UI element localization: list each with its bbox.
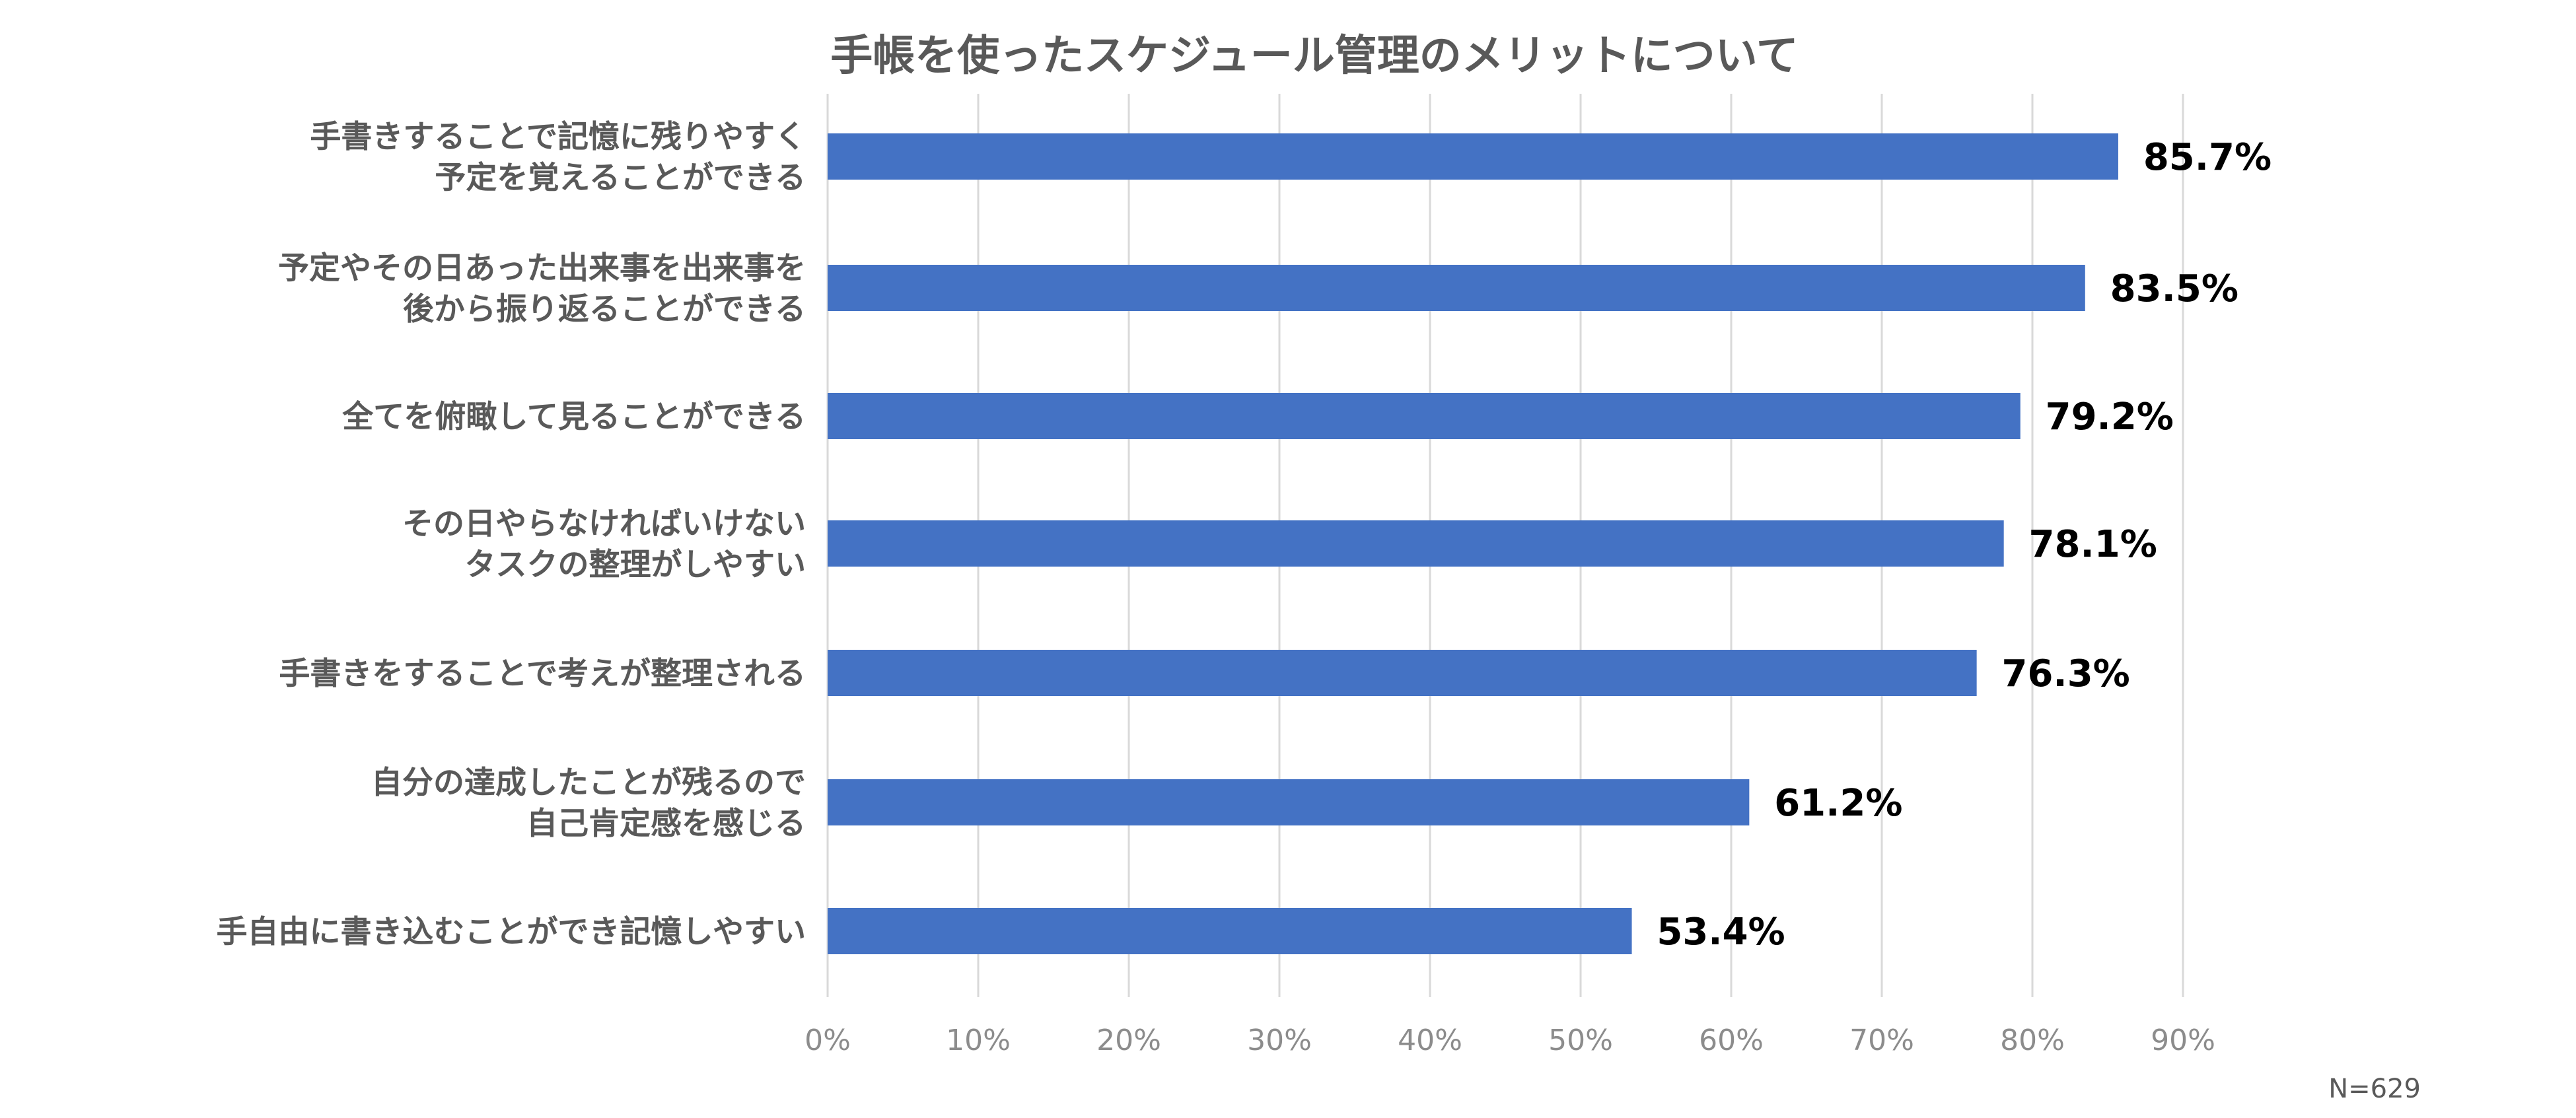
x-tick-label: 90% xyxy=(2151,1024,2215,1057)
category-label: その日やらなければいけない xyxy=(402,506,806,542)
category-label: 手書きすることで記憶に残りやすく xyxy=(310,119,806,155)
data-label: 79.2% xyxy=(2046,396,2174,438)
category-label: 後から振り返ることができる xyxy=(403,291,806,328)
data-label: 85.7% xyxy=(2143,136,2272,179)
category-label: 手書きをすることで考えが整理される xyxy=(279,656,806,692)
data-label: 76.3% xyxy=(2001,652,2129,695)
category-label: 自分の達成したことが残るので xyxy=(371,765,806,801)
x-tick-label: 20% xyxy=(1096,1024,1161,1057)
data-label: 61.2% xyxy=(1774,782,1902,825)
bar xyxy=(828,393,2021,439)
chart-title: 手帳を使ったスケジュール管理のメリットについて xyxy=(830,32,1799,81)
bar xyxy=(828,650,1977,696)
bar xyxy=(828,520,2004,567)
bar xyxy=(828,908,1632,954)
category-label: 自己肯定感を感じる xyxy=(526,806,806,842)
x-tick-label: 30% xyxy=(1247,1024,1312,1057)
x-tick-label: 60% xyxy=(1699,1024,1764,1057)
x-tick-label: 80% xyxy=(2000,1024,2065,1057)
x-tick-label: 0% xyxy=(805,1024,851,1057)
data-label: 83.5% xyxy=(2110,267,2238,310)
x-tick-label: 70% xyxy=(1849,1024,1914,1057)
x-tick-label: 50% xyxy=(1548,1024,1613,1057)
data-label: 78.1% xyxy=(2029,523,2157,566)
category-label: タスクの整理がしやすい xyxy=(464,547,806,583)
bar xyxy=(828,779,1750,825)
category-label: 予定やその日あった出来事を出来事を xyxy=(278,250,806,287)
sample-size-note: N=629 xyxy=(2328,1074,2421,1104)
category-label: 手自由に書き込むことができ記憶しやすい xyxy=(216,914,806,950)
category-label: 全てを俯瞰して見ることができる xyxy=(341,399,806,435)
bar xyxy=(828,133,2118,180)
x-tick-label: 40% xyxy=(1398,1024,1462,1057)
data-label: 53.4% xyxy=(1657,911,1785,954)
bar xyxy=(828,265,2085,311)
x-tick-label: 10% xyxy=(946,1024,1011,1057)
category-label: 予定を覚えることができる xyxy=(435,160,806,196)
